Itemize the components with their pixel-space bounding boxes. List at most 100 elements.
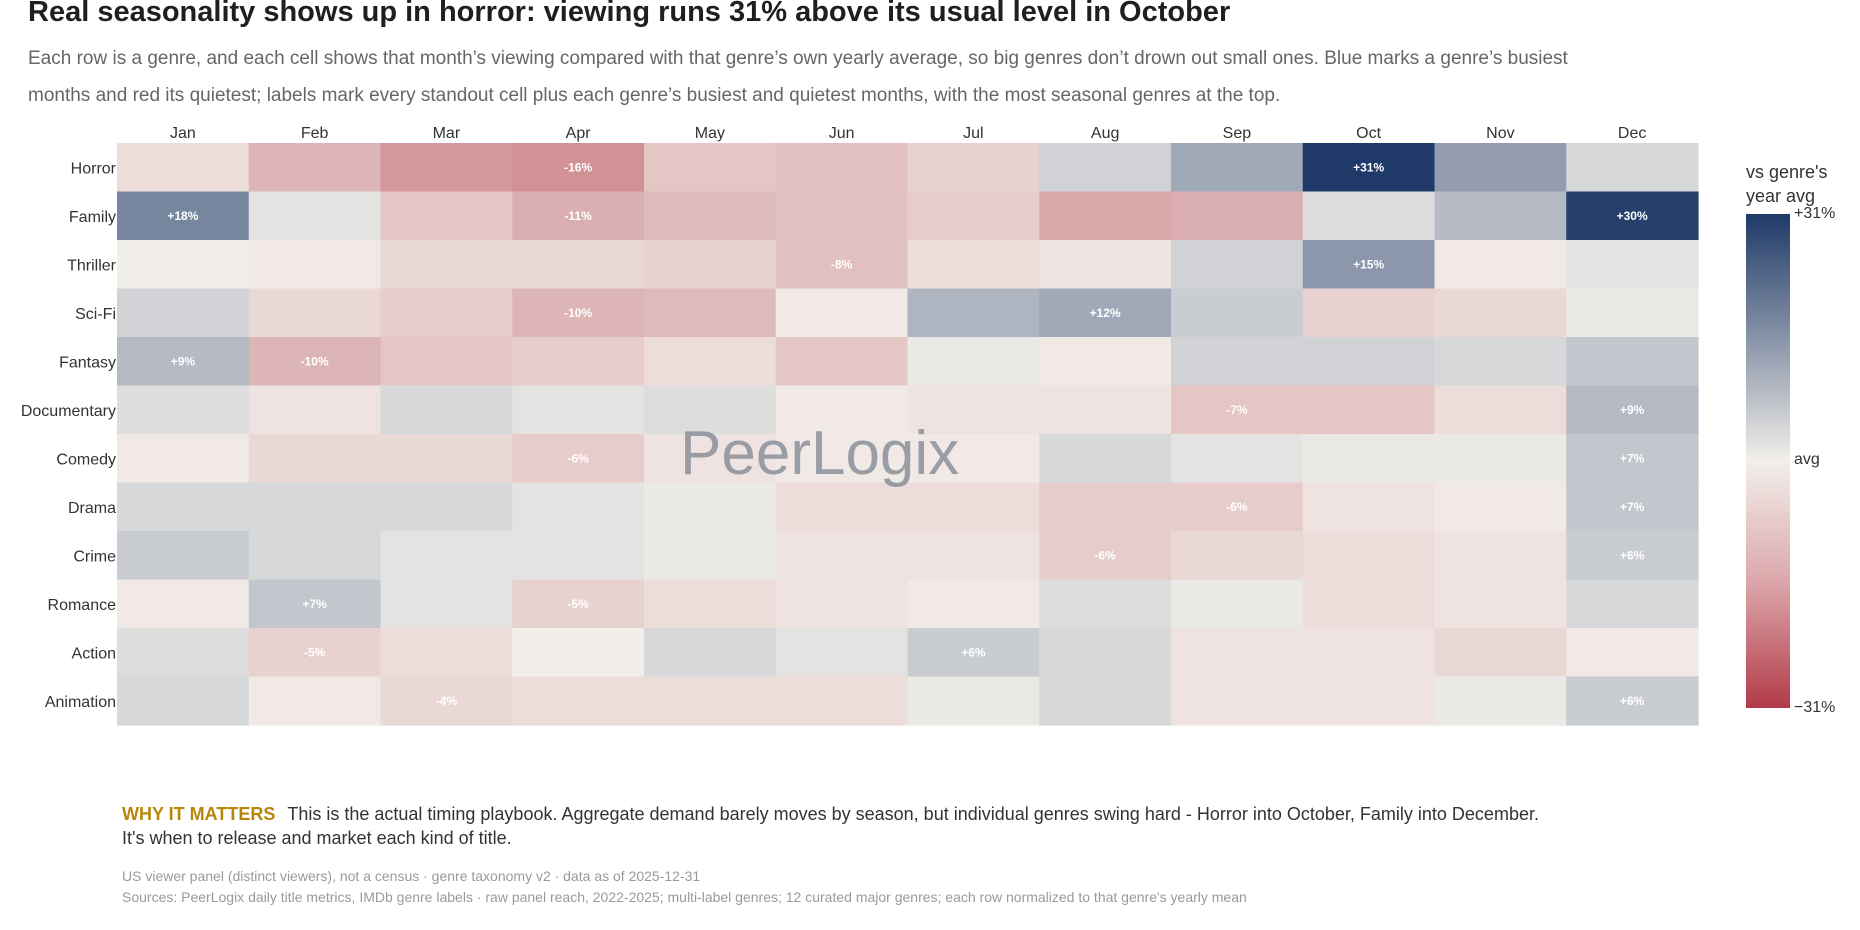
cell-value-label: -5% [304,645,326,659]
heatmap-cell [1039,579,1172,629]
heatmap-cell [117,337,250,387]
heatmap-cell [1039,434,1172,484]
heatmap-cell [117,628,250,678]
heatmap-cell [1434,482,1567,532]
heatmap-cell [1302,531,1436,581]
cell-value-label: +7% [1620,500,1645,514]
heatmap-cell [1039,676,1172,726]
heatmap-cell [907,579,1040,629]
heatmap-cell [1566,579,1699,629]
heatmap-cell [248,385,382,435]
heatmap-cell [380,482,513,532]
genre-axis: Horror Family Thriller Sci-Fi Fantasy Documen… [21,160,117,711]
heatmap-cell [644,628,777,678]
month-tick-label: Sep [1223,125,1252,142]
footnote-sources: Sources: PeerLogix daily title metrics, … [122,889,1247,905]
month-tick-label: Feb [301,125,329,142]
chart-subtitle: Each row is a genre, and each cell shows… [28,48,1568,106]
genre-tick-label: Fantasy [59,354,116,371]
heatmap-cell [248,531,382,581]
heatmap-cell [512,531,645,581]
heatmap-cell [1171,579,1304,629]
heatmap-cell [248,191,382,241]
heatmap-cell [1434,143,1567,193]
heatmap-cell [1171,676,1304,726]
heatmap-cell [1302,628,1436,678]
cell-value-label: -16% [564,160,592,174]
genre-tick-label: Family [69,209,116,226]
cell-value-label: -7% [1226,403,1248,417]
heatmap-cell [1039,385,1172,435]
heatmap-cell [775,628,909,678]
heatmap-cell [644,579,777,629]
heatmap-cell [1302,434,1436,484]
heatmap-cell [644,434,777,484]
heatmap-cell [775,482,909,532]
heatmap-cell [907,628,1040,678]
color-scale-min-label: −31% [1794,699,1836,716]
heatmap-cell [512,191,645,241]
callout-label: WHY IT MATTERS [122,804,276,824]
heatmap-cell [907,385,1040,435]
heatmap-cell [512,143,645,193]
heatmap-cell [1039,143,1172,193]
heatmap-cell [380,191,513,241]
heatmap-cell [1039,531,1172,581]
heatmap-cell [1434,240,1567,290]
heatmap-cell [1566,482,1699,532]
heatmap-cell [907,143,1040,193]
heatmap-cell [1039,628,1172,678]
heatmap-cell [1039,288,1172,338]
heatmap-cell [117,482,250,532]
heatmap-cells: -16% +31% +18% -11% +30% -8% +15% -10% +12% +9% -1… [117,143,1699,726]
heatmap-cell [1171,191,1304,241]
month-tick-label: Dec [1618,125,1646,142]
heatmap-cell [512,434,645,484]
heatmap-cell [644,676,777,726]
heatmap-cell [644,337,777,387]
heatmap-cell [1039,482,1172,532]
cell-value-label: +15% [1353,257,1384,271]
heatmap-cell [775,191,909,241]
month-tick-label: Mar [433,125,461,142]
cell-value-label: +7% [302,597,327,611]
heatmap-cell [512,337,645,387]
heatmap-cell [644,385,777,435]
heatmap-cell [1434,385,1567,435]
cell-value-label: +6% [1620,548,1645,562]
heatmap-cell [1566,143,1699,193]
heatmap-cell [775,337,909,387]
heatmap-cell [380,288,513,338]
heatmap-cell [512,676,645,726]
month-tick-label: May [695,125,725,142]
genre-tick-label: Documentary [21,403,116,420]
heatmap-cell [775,385,909,435]
heatmap-cell [907,531,1040,581]
cell-value-label: +18% [167,209,198,223]
heatmap-cell [644,191,777,241]
heatmap-cell [1566,385,1699,435]
heatmap-cell [775,531,909,581]
cell-value-label: +12% [1090,306,1121,320]
heatmap-cell [117,191,250,241]
color-scale-title: vs genre's year avg [1746,162,1828,206]
heatmap-cell [380,434,513,484]
heatmap-cell [117,579,250,629]
heatmap-cell [907,676,1040,726]
cell-value-label: +9% [1620,403,1645,417]
heatmap-cell [644,288,777,338]
heatmap-cell [248,240,382,290]
heatmap-cell [1171,531,1304,581]
heatmap-cell [907,191,1040,241]
cell-value-label: -6% [1226,500,1248,514]
footnote-panel: US viewer panel (distinct viewers), not … [122,868,701,884]
heatmap-cell [117,676,250,726]
heatmap-cell [775,676,909,726]
heatmap-cell [1171,434,1304,484]
heatmap-cell [907,337,1040,387]
heatmap-cell [1302,143,1436,193]
heatmap-cell [1434,676,1567,726]
heatmap-cell [1171,628,1304,678]
heatmap-cell [248,337,382,387]
